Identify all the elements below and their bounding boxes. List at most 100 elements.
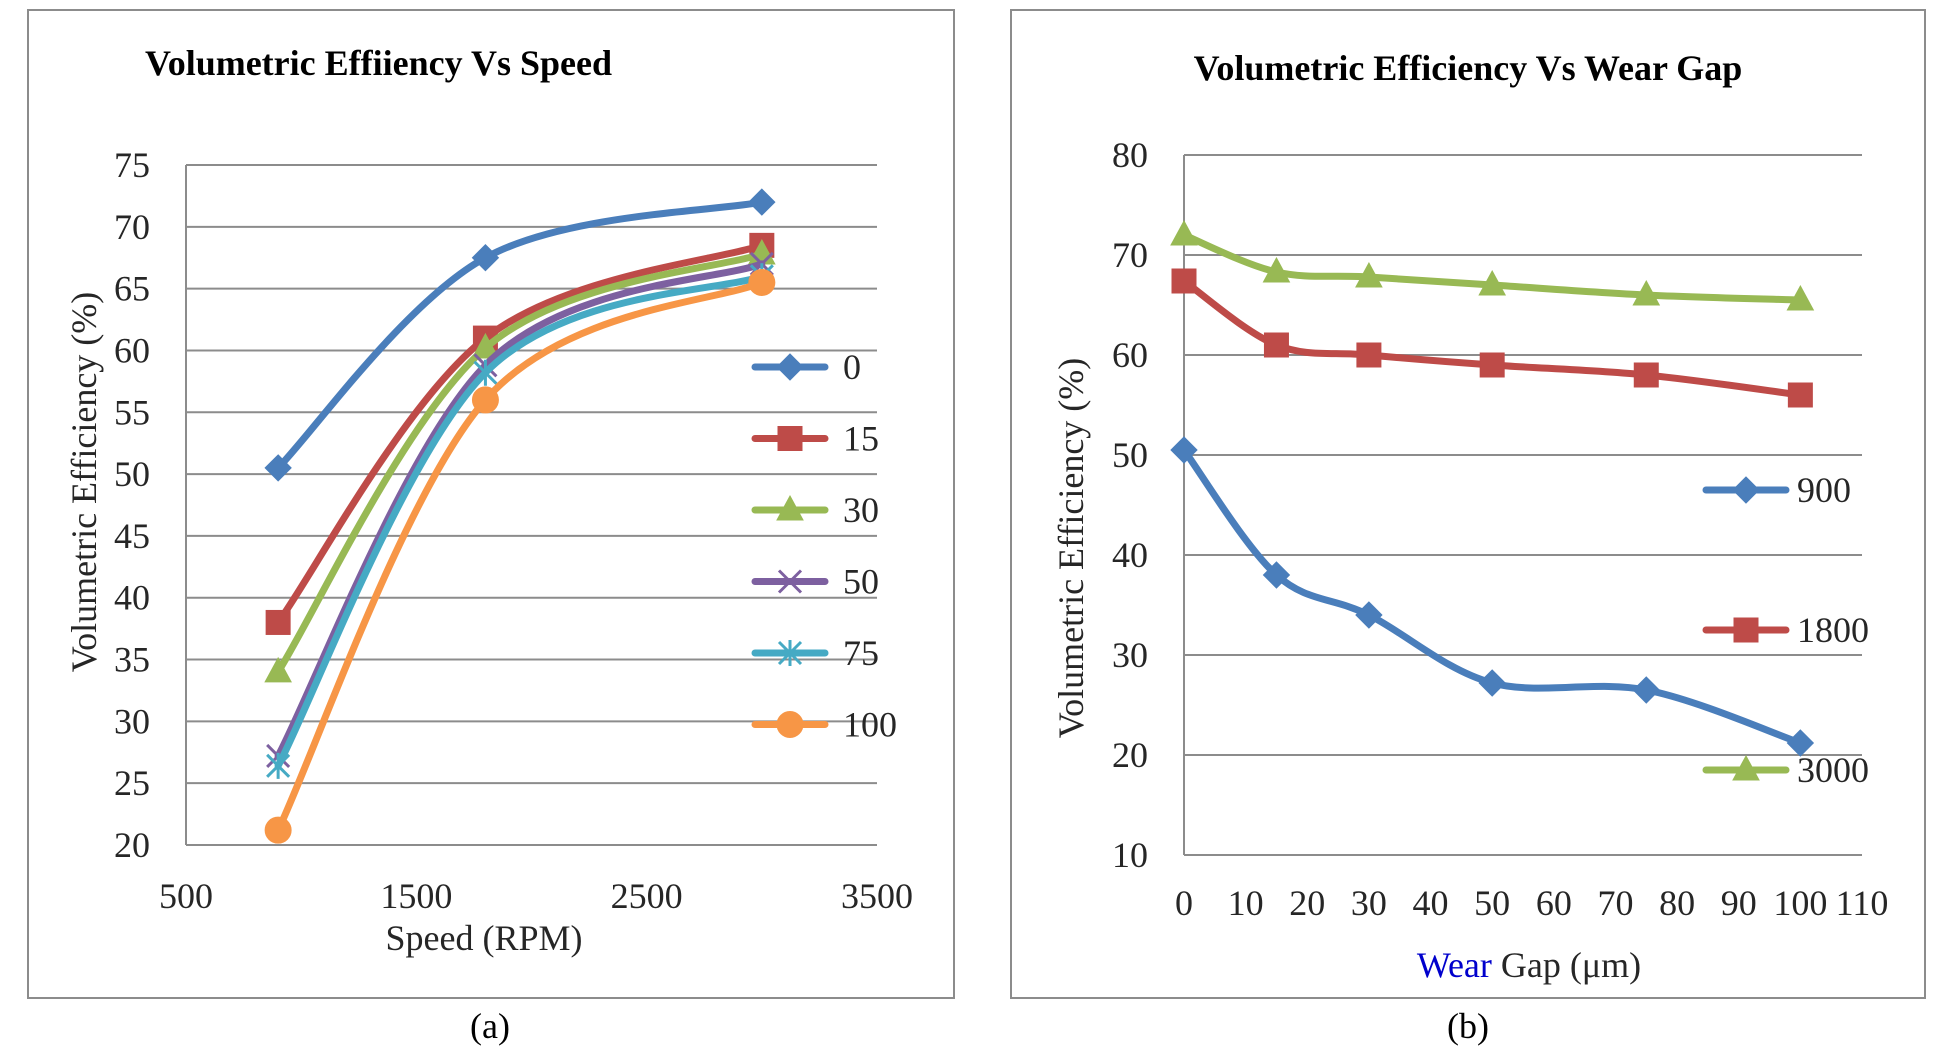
caption-b: (b): [1447, 1006, 1489, 1046]
x-axis-title-rest: Gap (μm): [1492, 945, 1641, 985]
data-point: [1479, 352, 1505, 378]
x-tick-label: 40: [1413, 883, 1449, 923]
x-tick-label: 10: [1228, 883, 1264, 923]
data-point: [1355, 601, 1383, 629]
x-tick-label: 110: [1836, 883, 1889, 923]
x-axis-title-word-wear: Wear: [1417, 945, 1492, 985]
legend-label: 75: [843, 633, 879, 673]
data-point: [1170, 436, 1198, 464]
data-point: [1170, 219, 1198, 246]
legend-label: 50: [843, 562, 879, 602]
data-point: [1633, 362, 1659, 388]
data-point: [264, 656, 292, 683]
series-lines: [1170, 219, 1815, 757]
data-point: [748, 268, 776, 296]
y-tick-label: 20: [1112, 735, 1148, 775]
y-gridlines: [1184, 154, 1862, 856]
y-axis-title: Volumetric Efficiency (%): [1051, 358, 1091, 739]
legend-marker: [1732, 754, 1760, 781]
legend-label: 30: [843, 490, 879, 530]
y-tick-label: 35: [114, 640, 150, 680]
legend-marker: [1733, 617, 1759, 643]
legend-label: 100: [843, 705, 897, 745]
chart-title: Volumetric Effiiency Vs Speed: [145, 43, 612, 83]
legend-marker: [776, 353, 804, 381]
series-line: [274, 279, 766, 834]
data-point: [1786, 729, 1815, 757]
data-point: [1786, 284, 1815, 311]
series-100: [264, 268, 776, 844]
data-point: [1478, 669, 1506, 697]
series-line: [274, 260, 766, 760]
y-tick-label: 70: [114, 207, 150, 247]
x-tick-label: 90: [1721, 883, 1757, 923]
data-point: [1356, 342, 1382, 368]
chart-frame: [27, 9, 955, 999]
y-tick-label: 50: [1112, 435, 1148, 475]
x-axis-title: Speed (RPM): [386, 918, 583, 958]
legend: 0 15 30 50 75 100: [751, 347, 897, 745]
series-line: [1180, 446, 1804, 747]
series-1800: [1171, 268, 1813, 408]
data-point: [471, 386, 499, 414]
y-tick-label: 60: [1112, 335, 1148, 375]
series-3000: [1170, 219, 1815, 311]
y-tick-label: 40: [1112, 535, 1148, 575]
legend-entry-75: 75: [751, 633, 879, 673]
axes: [185, 165, 877, 846]
data-point: [1478, 269, 1507, 296]
y-tick-label: 30: [1112, 635, 1148, 675]
legend: 900 1800 3000: [1702, 470, 1869, 790]
legend-entry-15: 15: [751, 419, 879, 459]
data-point: [748, 188, 776, 216]
tick-labels: 10 20 30 40 50 60 70 80 0 10 20 30 40 50 60 70 80 90 100 11…: [1112, 135, 1888, 923]
legend-marker: [1732, 476, 1760, 504]
chart-panel-wear-gap: Volumetric Efficiency Vs Wear Gap 10 20 30…: [1010, 9, 1926, 999]
legend-label: 1800: [1797, 610, 1869, 650]
chart-frame: [1010, 9, 1926, 999]
data-point: [1787, 382, 1813, 408]
legend-entry-900: 900: [1702, 470, 1851, 510]
data-point: [1171, 268, 1197, 294]
x-tick-label: 500: [159, 876, 213, 916]
x-tick-label: 100: [1773, 883, 1827, 923]
y-tick-label: 65: [114, 269, 150, 309]
legend-marker: [777, 569, 803, 594]
data-point: [1263, 332, 1289, 358]
x-tick-label: 0: [1175, 883, 1193, 923]
data-point: [1355, 261, 1383, 288]
y-tick-label: 50: [114, 454, 150, 494]
chart-panel-speed: Volumetric Effiiency Vs Speed 20 25 30 35 40…: [27, 9, 955, 999]
x-tick-label: 60: [1536, 883, 1572, 923]
y-tick-label: 70: [1112, 235, 1148, 275]
x-tick-label: 20: [1289, 883, 1325, 923]
y-tick-label: 80: [1112, 135, 1148, 175]
y-tick-label: 45: [114, 516, 150, 556]
legend-label: 900: [1797, 470, 1851, 510]
data-point: [266, 752, 291, 779]
chart-title: Volumetric Efficiency Vs Wear Gap: [1194, 48, 1743, 88]
legend-label: 15: [843, 419, 879, 459]
y-tick-label: 75: [114, 145, 150, 185]
y-tick-label: 10: [1112, 835, 1148, 875]
data-point: [471, 244, 500, 272]
x-tick-label: 1500: [380, 876, 452, 916]
x-axis-title: Wear Gap (μm): [1417, 945, 1641, 985]
x-tick-label: 2500: [611, 876, 683, 916]
x-tick-label: 70: [1597, 883, 1633, 923]
data-point: [265, 609, 291, 635]
legend-marker: [776, 494, 804, 521]
x-tick-label: 3500: [841, 876, 913, 916]
caption-a: (a): [470, 1006, 510, 1046]
data-point: [1262, 561, 1291, 589]
legend-entry-1800: 1800: [1702, 610, 1869, 650]
legend-entry-50: 50: [751, 562, 879, 602]
y-tick-label: 60: [114, 330, 150, 370]
legend-label: 3000: [1797, 750, 1869, 790]
legend-label: 0: [843, 347, 861, 387]
y-tick-label: 25: [114, 763, 150, 803]
data-point: [264, 454, 292, 482]
legend-entry-3000: 3000: [1702, 750, 1869, 790]
x-tick-label: 80: [1659, 883, 1695, 923]
